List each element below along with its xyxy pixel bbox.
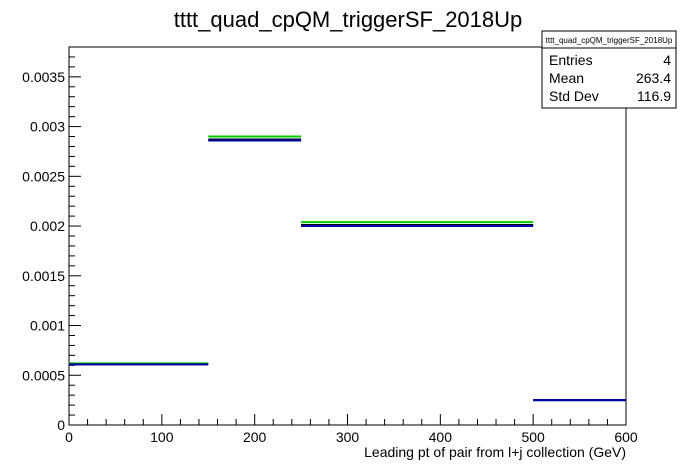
stats-entries-value: 4: [663, 52, 671, 68]
stats-box-frame: [541, 30, 677, 109]
stats-stddev-label: Std Dev: [549, 88, 599, 104]
stats-mean-value: 263.4: [636, 70, 671, 86]
stats-stddev-value: 116.9: [637, 88, 671, 104]
stats-mean-label: Mean: [549, 70, 584, 86]
y-tick-label: 0.003: [30, 119, 65, 135]
y-tick-label: 0.002: [30, 218, 65, 234]
stats-entries-label: Entries: [549, 52, 593, 68]
x-axis-title: Leading pt of pair from l+j collection (…: [364, 444, 626, 460]
x-tick-label: 200: [243, 429, 267, 445]
x-axis: 0 100 200 300 400 500 600: [65, 414, 638, 445]
y-tick-label: 0.0035: [22, 69, 65, 85]
x-tick-label: 400: [429, 429, 453, 445]
x-tick-label: 500: [521, 429, 545, 445]
x-tick-label: 100: [150, 429, 174, 445]
y-axis: 0 0.0005 0.001 0.0015 0.002 0.0025 0.003 0.0035: [22, 46, 81, 433]
stats-box: tttt_quad_cpQM_triggerSF_2018Up Entries …: [541, 30, 677, 109]
stats-box-name: tttt_quad_cpQM_triggerSF_2018Up: [546, 36, 673, 45]
y-tick-label: 0.0005: [22, 367, 65, 383]
x-tick-label: 600: [614, 429, 638, 445]
y-tick-label: 0.0015: [22, 268, 65, 284]
chart-title: tttt_quad_cpQM_triggerSF_2018Up: [174, 7, 523, 32]
x-tick-label: 300: [336, 429, 360, 445]
y-tick-label: 0.001: [30, 318, 65, 334]
y-tick-label: 0.0025: [22, 168, 65, 184]
histogram-bars: [69, 135, 626, 402]
x-tick-label: 0: [65, 429, 73, 445]
y-tick-label: 0: [57, 417, 65, 433]
